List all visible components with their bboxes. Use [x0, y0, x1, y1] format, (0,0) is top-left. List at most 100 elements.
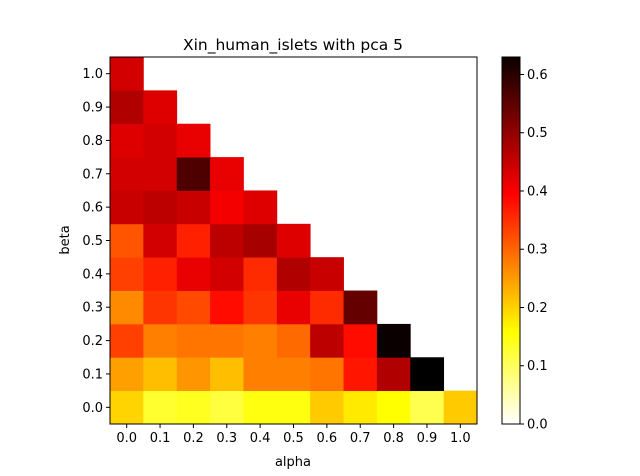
y-tick-label: 0.8	[82, 134, 103, 149]
heatmap-cell	[110, 190, 144, 225]
heatmap-cell	[276, 223, 311, 258]
heatmap-cell	[143, 90, 178, 125]
heatmap-cell	[143, 157, 178, 191]
x-tick-label: 0.8	[383, 431, 404, 446]
heatmap-cell	[110, 90, 144, 125]
x-tick-label: 0.9	[417, 431, 438, 446]
heatmap-cell	[243, 390, 278, 425]
y-tick-label: 0.3	[82, 301, 103, 316]
x-tick-label: 0.2	[183, 431, 204, 446]
heatmap-cell	[210, 190, 244, 225]
heatmap-cell	[143, 390, 178, 425]
heatmap-cell	[143, 123, 178, 158]
heatmap-cell	[110, 357, 144, 392]
heatmap-cell	[310, 257, 344, 291]
colorbar-tick-label: 0.6	[527, 68, 548, 83]
colorbar-tick-label: 0.1	[527, 359, 548, 374]
x-tick-label: 0.0	[116, 431, 137, 446]
heatmap-cell	[276, 257, 311, 291]
y-tick-label: 0.2	[82, 334, 103, 349]
heatmap-cell	[110, 290, 144, 325]
heatmap-cell	[110, 223, 144, 258]
x-tick-label: 1.0	[450, 431, 471, 446]
heatmap-cell	[110, 257, 144, 291]
colorbar	[501, 56, 521, 425]
heatmap-cell	[243, 290, 278, 325]
heatmap-cell	[210, 257, 244, 291]
heatmap-cell	[243, 190, 278, 225]
heatmap-cell	[176, 390, 211, 425]
heatmap-cell	[176, 190, 211, 225]
heatmap-cell	[210, 223, 244, 258]
heatmap-cell	[143, 357, 178, 392]
y-tick-label: 0.4	[82, 267, 103, 282]
heatmap-cell	[243, 257, 278, 291]
heatmap-cell	[410, 357, 445, 392]
heatmap-cell	[143, 257, 178, 291]
x-tick-label: 0.4	[250, 431, 271, 446]
heatmap-cell	[276, 290, 311, 325]
x-tick-label: 0.1	[150, 431, 171, 446]
y-tick-label: 0.6	[82, 201, 103, 216]
heatmap-cell	[310, 290, 344, 325]
heatmap-cell	[176, 357, 211, 392]
heatmap-cell	[343, 323, 378, 358]
heatmap-cell	[343, 390, 378, 425]
colorbar-tick-label: 0.4	[527, 184, 548, 199]
colorbar-tick-label: 0.2	[527, 301, 548, 316]
heatmap-cell	[110, 157, 144, 191]
heatmap-cell	[176, 323, 211, 358]
heatmap-cell	[210, 390, 244, 425]
heatmap-cell	[343, 290, 378, 325]
heatmap-cell	[243, 357, 278, 392]
heatmap-cell	[276, 390, 311, 425]
heatmap-cell	[243, 223, 278, 258]
x-tick-label: 0.6	[317, 431, 338, 446]
heatmap-cell	[310, 323, 344, 358]
y-axis-label: beta	[58, 225, 73, 254]
y-tick-label: 0.9	[82, 101, 103, 116]
heatmap-cell	[143, 323, 178, 358]
y-tick-label: 0.5	[82, 234, 103, 249]
heatmap-cell	[210, 290, 244, 325]
heatmap-cell	[176, 290, 211, 325]
heatmap-cell	[143, 190, 178, 225]
x-tick-label: 0.3	[216, 431, 237, 446]
x-tick-label: 0.5	[283, 431, 304, 446]
colorbar-ticks: 0.0 0.1 0.2 0.3 0.4 0.5 0.6	[520, 68, 548, 433]
heatmap-cell	[276, 323, 311, 358]
heatmap-cell	[276, 357, 311, 392]
heatmap-cell	[343, 357, 378, 392]
x-axis-ticks: 0.0 0.1 0.2 0.3 0.4 0.5 0.6 0.7 0.8 0.9 1.0	[116, 424, 471, 446]
heatmap-cell	[176, 123, 211, 158]
heatmap-cell	[210, 157, 244, 191]
y-axis-ticks: 0.0 0.1 0.2 0.3 0.4 0.5 0.6 0.7 0.8 0.9 1.0	[82, 67, 110, 416]
heatmap-cell	[110, 323, 144, 358]
heatmap-cell	[210, 357, 244, 392]
colorbar-tick-label: 0.5	[527, 126, 548, 141]
y-tick-label: 0.1	[82, 367, 103, 382]
y-tick-label: 0.0	[82, 401, 103, 416]
heatmap-cell	[176, 223, 211, 258]
heatmap-cell	[143, 290, 178, 325]
heatmap-cell	[143, 223, 178, 258]
heatmap-cell	[310, 357, 344, 392]
heatmap-cell	[443, 390, 478, 425]
heatmap-cell	[410, 390, 445, 425]
heatmap-cell	[110, 123, 144, 158]
colorbar-tick-label: 0.3	[527, 243, 548, 258]
heatmap-cell	[376, 357, 411, 392]
heatmap-cell	[176, 157, 211, 191]
heatmap-cell	[210, 323, 244, 358]
chart-title: Xin_human_islets with pca 5	[183, 36, 403, 55]
heatmap-cell	[243, 323, 278, 358]
heatmap-cell	[176, 257, 211, 291]
heatmap-cells	[110, 57, 478, 425]
colorbar-tick-label: 0.0	[527, 418, 548, 433]
y-tick-label: 1.0	[82, 67, 103, 82]
heatmap-cell	[376, 390, 411, 425]
heatmap-cell	[310, 390, 344, 425]
heatmap-cell	[110, 57, 144, 91]
x-axis-label: alpha	[275, 455, 311, 470]
